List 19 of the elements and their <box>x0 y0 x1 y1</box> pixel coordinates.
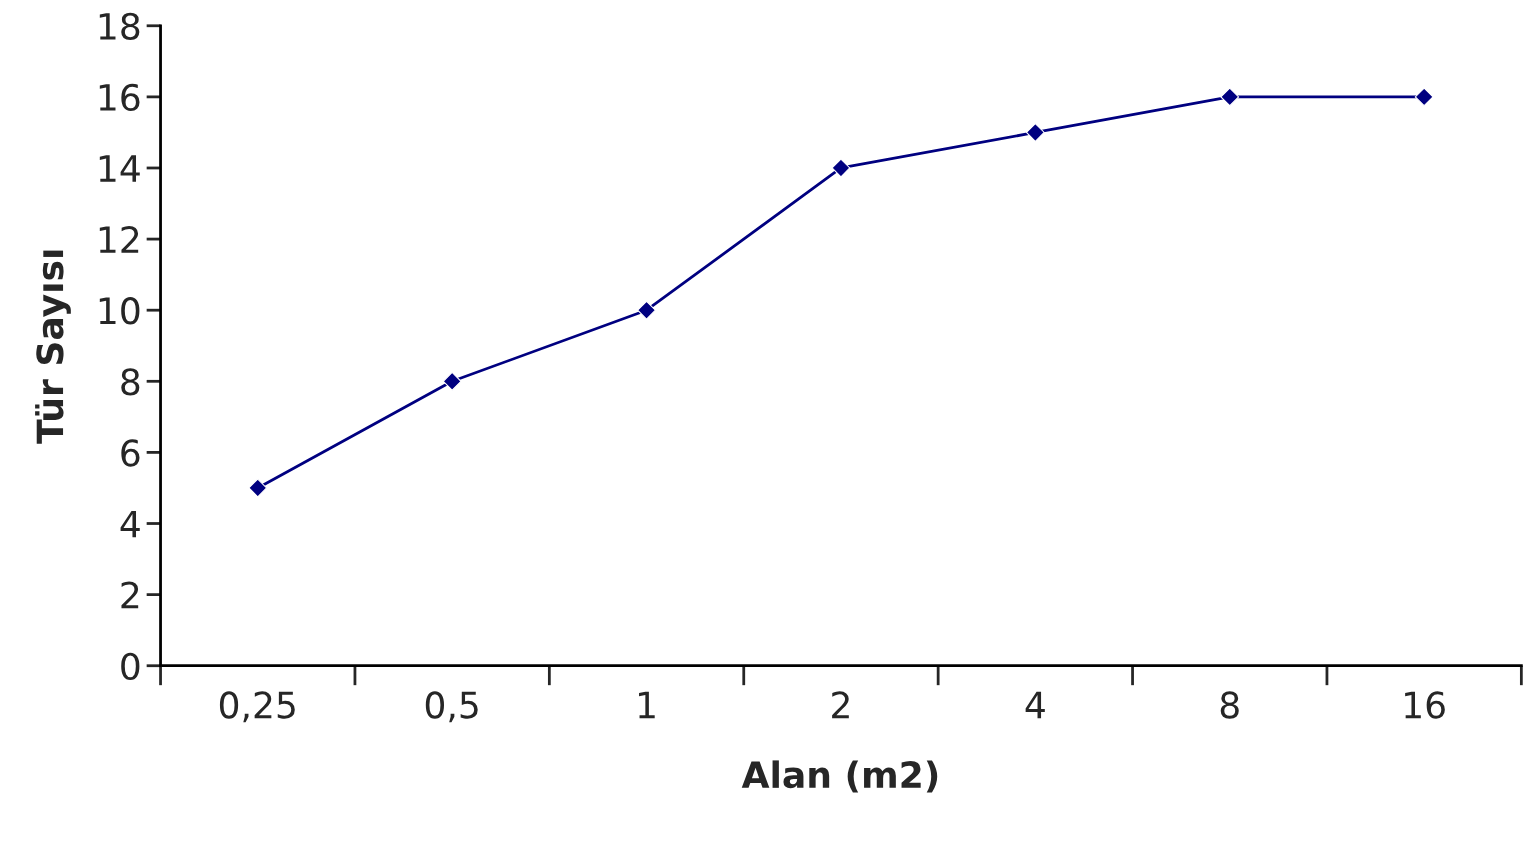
x-tick-label: 0,25 <box>219 691 295 723</box>
y-tick-label: 8 <box>121 368 140 396</box>
x-tick-label: 1 <box>639 691 655 719</box>
x-tick-label: 4 <box>1025 691 1045 719</box>
x-axis-title: Alan (m2) <box>741 760 938 793</box>
y-tick-label: 18 <box>99 12 140 40</box>
y-tick-label: 0 <box>121 652 140 680</box>
y-tick-label: 2 <box>121 581 139 609</box>
y-tick-label: 16 <box>99 83 140 112</box>
y-tick-label: 4 <box>120 510 140 538</box>
x-tick-label: 0,5 <box>425 691 478 723</box>
x-tick-label: 16 <box>1405 691 1445 719</box>
y-tick-label: 14 <box>99 155 140 182</box>
x-tick-label: 2 <box>832 691 849 719</box>
y-axis-title: Tür Sayısı <box>35 250 71 444</box>
x-tick-label: 8 <box>1220 691 1239 719</box>
y-tick-label: 12 <box>99 226 139 253</box>
y-tick-label: 6 <box>121 439 140 467</box>
y-tick-label: 10 <box>99 297 140 325</box>
